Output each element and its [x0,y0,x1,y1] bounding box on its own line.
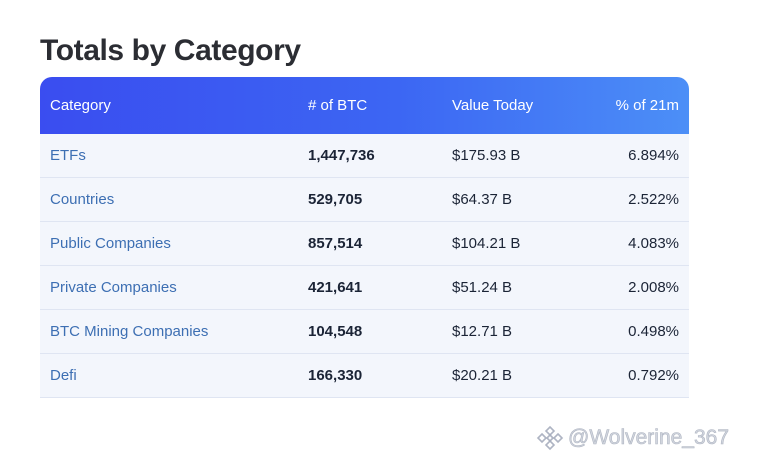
btc-amount: 529,705 [308,191,363,208]
percent-of-21m: 0.498% [628,323,679,340]
btc-amount: 166,330 [308,367,363,384]
btc-amount: 1,447,736 [308,147,375,164]
totals-table: Category # of BTC Value Today % of 21m E… [40,77,689,398]
column-header-category[interactable]: Category [50,97,111,114]
category-link[interactable]: Defi [50,367,77,384]
percent-of-21m: 2.008% [628,279,679,296]
table-row: Public Companies 857,514 $104.21 B 4.083… [40,222,689,266]
column-header-btc[interactable]: # of BTC [308,97,368,114]
column-header-percent[interactable]: % of 21m [615,97,679,114]
table-row: ETFs 1,447,736 $175.93 B 6.894% [40,134,689,178]
category-link[interactable]: ETFs [50,147,86,164]
watermark: @Wolverine_367 [536,424,729,452]
category-link[interactable]: BTC Mining Companies [50,323,209,340]
value-today: $51.24 B [452,279,513,296]
value-today: $104.21 B [452,235,521,252]
btc-amount: 104,548 [308,323,363,340]
table-row: Countries 529,705 $64.37 B 2.522% [40,178,689,222]
percent-of-21m: 6.894% [628,147,679,164]
btc-amount: 421,641 [308,279,363,296]
page-title: Totals by Category [40,34,301,67]
percent-of-21m: 2.522% [628,191,679,208]
table-row: Defi 166,330 $20.21 B 0.792% [40,354,689,398]
btc-amount: 857,514 [308,235,363,252]
percent-of-21m: 0.792% [628,367,679,384]
column-header-value[interactable]: Value Today [452,97,534,114]
table-row: BTC Mining Companies 104,548 $12.71 B 0.… [40,310,689,354]
category-link[interactable]: Private Companies [50,279,177,296]
percent-of-21m: 4.083% [628,235,679,252]
category-link[interactable]: Public Companies [50,235,171,252]
value-today: $20.21 B [452,367,513,384]
value-today: $12.71 B [452,323,513,340]
binance-logo-icon [536,425,564,451]
table-header: Category # of BTC Value Today % of 21m [40,77,689,134]
table-row: Private Companies 421,641 $51.24 B 2.008… [40,266,689,310]
value-today: $64.37 B [452,191,513,208]
watermark-text: @Wolverine_367 [568,426,730,450]
category-link[interactable]: Countries [50,191,115,208]
value-today: $175.93 B [452,147,521,164]
